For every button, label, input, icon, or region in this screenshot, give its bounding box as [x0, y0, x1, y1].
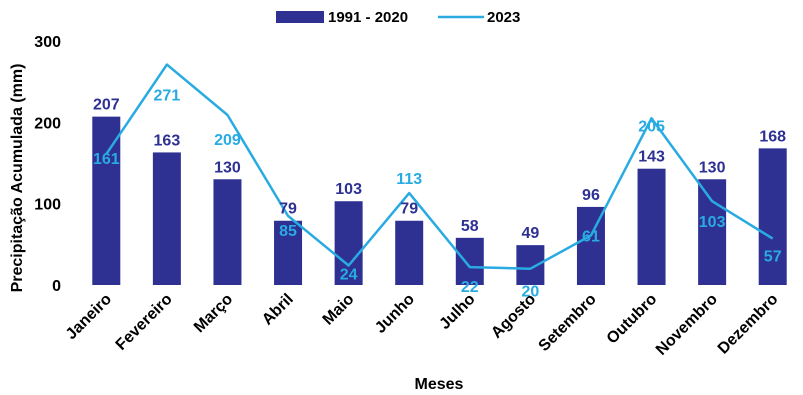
line-data-labels: 161 271 209 85 24 113 22 20 61 205 103 57: [93, 88, 782, 301]
x-tick-label: Dezembro: [715, 291, 782, 358]
y-tick-label: 200: [34, 115, 61, 132]
bar-value-label: 130: [214, 159, 241, 176]
bar-value-label: 163: [154, 132, 181, 149]
bar: [395, 220, 424, 285]
bar-value-label: 168: [759, 128, 786, 145]
bar: [698, 179, 727, 285]
line-value-label: 22: [461, 279, 479, 296]
line-value-label: 61: [582, 228, 600, 245]
line-value-label: 20: [521, 284, 539, 301]
line-2023: [105, 63, 774, 270]
bar-value-label: 207: [93, 97, 120, 114]
legend-label-bar: 1991 - 2020: [328, 9, 408, 26]
bar: [92, 116, 121, 285]
x-tick-label: Agosto: [488, 291, 539, 342]
x-tick-label: Março: [191, 291, 237, 337]
y-tick-label: 100: [34, 197, 61, 214]
line-value-label: 113: [396, 171, 422, 188]
line-value-label: 161: [93, 151, 120, 168]
x-axis-title: Meses: [415, 376, 464, 393]
x-tick-label: Janeiro: [63, 291, 115, 343]
line-value-label: 209: [214, 132, 241, 149]
y-axis-ticks: 0 100 200 300: [34, 34, 61, 295]
line-series-2023: [105, 63, 774, 270]
x-tick-label: Maio: [320, 291, 358, 329]
bar-value-label: 49: [521, 225, 539, 242]
x-tick-label: Julho: [436, 291, 478, 333]
bar-value-label: 143: [638, 149, 665, 166]
bar-value-label: 103: [335, 181, 362, 198]
x-tick-label: Outubro: [604, 291, 661, 348]
legend-swatch-bar: [276, 11, 324, 23]
bar-value-label: 96: [582, 187, 600, 204]
y-tick-label: 0: [52, 278, 61, 295]
line-value-label: 57: [764, 249, 782, 266]
bar: [152, 152, 181, 285]
bar: [637, 168, 666, 285]
bar: [274, 220, 303, 285]
bar-value-label: 79: [400, 201, 418, 218]
legend: 1991 - 2020 2023: [276, 9, 520, 26]
bar: [213, 179, 242, 285]
bar-value-label: 58: [461, 218, 479, 235]
line-value-label: 103: [699, 214, 726, 231]
bars-series-1991-2020: [92, 116, 787, 285]
bar: [455, 237, 484, 285]
legend-label-line: 2023: [487, 9, 520, 26]
bar: [758, 148, 787, 285]
bar-value-label: 79: [279, 201, 297, 218]
x-tick-label: Fevereiro: [113, 291, 176, 354]
bar-data-labels: 207 163 130 79 103 79 58 49 96 143 130 168: [93, 97, 786, 243]
y-axis-title: Precipitação Acumulada (mm): [9, 64, 26, 293]
x-tick-label: Setembro: [536, 291, 600, 355]
y-tick-label: 300: [34, 34, 61, 51]
bar-value-label: 130: [699, 159, 726, 176]
line-value-label: 205: [638, 118, 665, 135]
x-tick-label: Junho: [372, 291, 418, 337]
bar: [334, 201, 363, 285]
line-value-label: 24: [340, 266, 358, 283]
x-tick-label: Novembro: [653, 291, 721, 359]
line-value-label: 85: [279, 223, 297, 240]
x-tick-label: Abril: [259, 291, 297, 329]
line-value-label: 271: [154, 88, 181, 105]
bar: [516, 245, 545, 285]
